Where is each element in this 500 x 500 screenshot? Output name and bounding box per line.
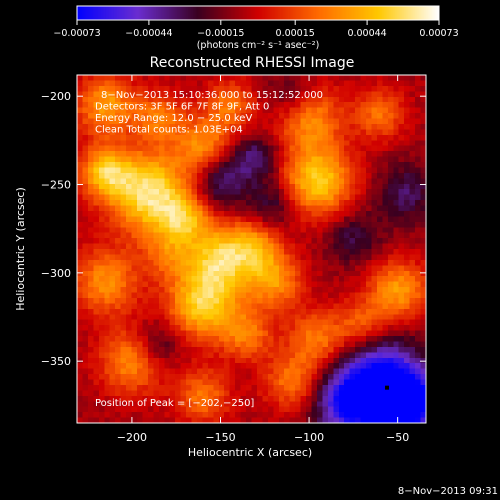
plot-frame [76, 74, 427, 424]
x-axis-ticks: −200 −150 −100 −50 [117, 75, 409, 444]
info-line: Clean Total counts: 1.03E+04 [95, 125, 243, 136]
x-tick-label: −200 [117, 431, 147, 444]
heatmap-image [77, 75, 426, 423]
colorbar-tick-label: 0.00073 [419, 28, 458, 39]
colorbar-tick-label: −0.00044 [125, 28, 172, 39]
observation-info: 8−Nov−2013 15:10:36.000 to 15:12:52.000D… [95, 90, 323, 136]
x-tick-label: −100 [294, 431, 324, 444]
colorbar-tick-label: 0.00015 [276, 28, 315, 39]
footer-date: 8−Nov−2013 09:31 [398, 486, 498, 497]
peak-position-label: Position of Peak = [−202,−250] [95, 398, 254, 409]
x-tick-label: −50 [386, 431, 409, 444]
y-tick-label: −200 [41, 90, 71, 103]
y-axis-ticks: −200 −250 −300 −350 [41, 90, 426, 368]
y-tick-label: −250 [41, 179, 71, 192]
peak-marker [385, 385, 390, 390]
info-line: 8−Nov−2013 15:10:36.000 to 15:12:52.000 [101, 90, 323, 101]
y-tick-label: −300 [41, 267, 71, 280]
colorbar-ticks: −0.00073 −0.00044 −0.00015 0.00015 0.00044 0.… [53, 20, 459, 39]
info-line: Energy Range: 12.0 − 25.0 keV [95, 113, 252, 124]
y-axis-label: Heliocentric Y (arcsec) [14, 187, 27, 311]
colorbar-tick-label: −0.00015 [197, 28, 244, 39]
colorbar-gradient [77, 6, 439, 20]
colorbar-frame [76, 5, 440, 21]
colorbar-unit-label: (photons cm⁻² s⁻¹ asec⁻²) [197, 40, 320, 51]
y-tick-label: −350 [41, 355, 71, 368]
info-line: Detectors: 3F 5F 6F 7F 8F 9F, Att 0 [95, 102, 269, 113]
chart-title: Reconstructed RHESSI Image [150, 55, 355, 71]
colorbar-tick-label: 0.00044 [347, 28, 386, 39]
colorbar-tick-label: −0.00073 [53, 28, 100, 39]
x-axis-label: Heliocentric X (arcsec) [188, 446, 312, 459]
x-tick-label: −150 [205, 431, 235, 444]
